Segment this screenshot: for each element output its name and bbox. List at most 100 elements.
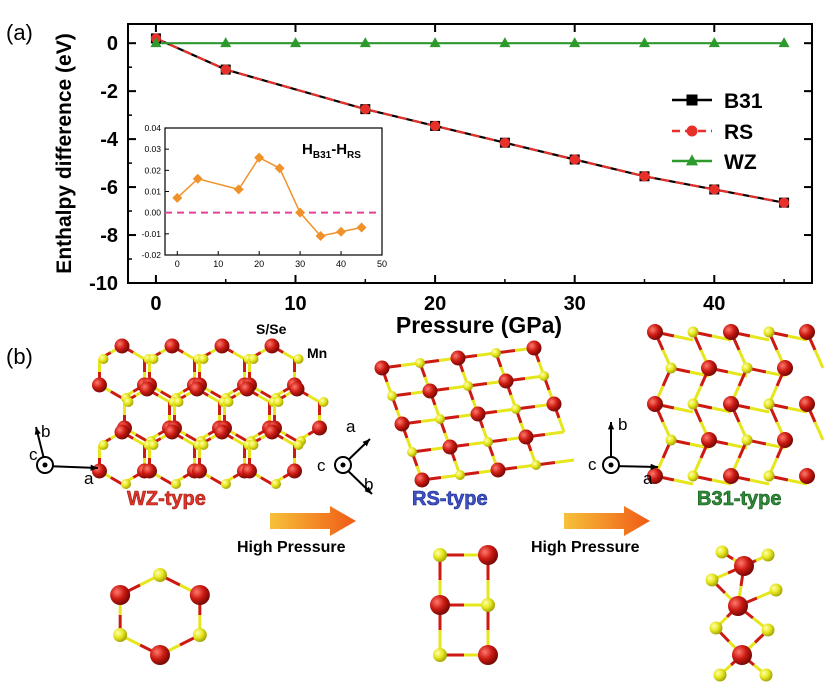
- bond-segment: [749, 406, 770, 414]
- inset-title-part: -H: [331, 141, 347, 158]
- s-atom: [481, 598, 495, 612]
- inset-frame: [164, 127, 383, 256]
- s-atom: [769, 583, 783, 597]
- s-atom: [483, 437, 493, 447]
- s-atom: [415, 358, 425, 368]
- main-chart: 0 10 20 30 40 0 -2 -4 -6 -8 -10 Pressure (GPa) Entha…: [53, 23, 813, 338]
- bond-segment: [749, 334, 770, 342]
- inset-y-tick-label: 0.03: [144, 144, 161, 154]
- wz-axis-c-circle-dot: [42, 462, 48, 468]
- mn-atom: [287, 463, 303, 479]
- y-tick-label: -10: [89, 273, 118, 295]
- bond-segment: [207, 394, 221, 404]
- s-atom: [98, 440, 109, 450]
- mn-atom: [734, 556, 754, 576]
- wz-axis-b-arrow-head: [34, 427, 41, 435]
- axis-letter-rs-c: c: [317, 456, 326, 475]
- data-point-rs: [709, 184, 720, 195]
- bond-segment: [209, 476, 223, 486]
- s-atom: [293, 354, 304, 364]
- bond-segment: [749, 478, 770, 486]
- data-point-rs: [779, 197, 790, 208]
- data-point-rs: [360, 104, 371, 115]
- s-atom: [198, 354, 209, 364]
- mn-atom: [430, 595, 450, 615]
- y-axis-label: Enthalpy difference (eV): [53, 33, 76, 273]
- y-tick-label: -2: [100, 81, 118, 103]
- s-atom: [318, 397, 329, 407]
- mn-atom: [799, 468, 815, 484]
- data-point-wz: [638, 37, 650, 48]
- legend-marker-rs: [686, 125, 698, 137]
- s-atom: [433, 648, 447, 662]
- mn-atom: [141, 463, 157, 479]
- mn-atom: [150, 645, 170, 665]
- bond-segment: [157, 394, 171, 404]
- phase-label-wz: WZ-type: [127, 488, 206, 510]
- inset-title-subscript: B31: [313, 150, 332, 161]
- axis-letter-rs-a: a: [346, 417, 356, 436]
- s-atom: [463, 381, 473, 391]
- mn-atom: [374, 360, 390, 376]
- transition-label-1: High Pressure: [237, 539, 346, 556]
- s-atom: [433, 548, 447, 562]
- s-atom: [148, 440, 159, 450]
- s-atom: [123, 397, 134, 407]
- s-atom: [713, 668, 727, 682]
- mn-atom: [214, 338, 230, 354]
- mn-atom: [264, 424, 280, 440]
- legend-label-wz: WZ: [724, 151, 757, 174]
- transition-arrow-2: [564, 506, 650, 536]
- mn-atom: [518, 429, 534, 445]
- s-atom: [148, 354, 159, 364]
- mn-atom: [214, 424, 230, 440]
- s-atom: [741, 362, 753, 374]
- data-point-rs: [430, 120, 441, 131]
- mn-atom: [414, 472, 430, 488]
- axis-letter-b31-c: c: [588, 455, 597, 474]
- s-atom: [763, 326, 775, 338]
- s-atom: [687, 398, 699, 410]
- legend-label-rs: RS: [724, 121, 753, 144]
- transition-label-2: High Pressure: [531, 539, 640, 556]
- inset-y-tick-label: 0.04: [144, 123, 161, 133]
- bond-segment: [554, 458, 575, 464]
- axis-letter-wz-a: a: [84, 469, 94, 488]
- mn-atom: [394, 416, 410, 432]
- crystal-structures: [34, 324, 825, 682]
- mn-atom: [422, 383, 438, 399]
- s-atom: [223, 397, 234, 407]
- mn-atom: [546, 396, 562, 412]
- bond-segment: [544, 430, 565, 436]
- inset-x-tick-label: 30: [295, 259, 305, 269]
- mn-atom: [647, 468, 663, 484]
- mn-atom: [191, 463, 207, 479]
- s-atom: [715, 545, 729, 559]
- inset-x-tick-label: 50: [377, 259, 387, 269]
- mn-atom: [478, 545, 498, 565]
- s-atom: [531, 460, 541, 470]
- inset-y-tick-label: -0.01: [142, 229, 162, 239]
- data-point-wz: [429, 37, 441, 48]
- inset-data-point: [274, 163, 285, 174]
- inset-chart: 0 10 20 30 40 50 0.04 0.03 0.02 0.01 0.00 -0.01 -0.0…: [142, 123, 387, 269]
- mn-atom: [442, 439, 458, 455]
- bond-segment: [673, 406, 694, 414]
- s-atom: [761, 548, 775, 562]
- data-point-wz: [569, 37, 581, 48]
- mn-atom: [777, 360, 793, 376]
- data-point-rs: [499, 137, 510, 148]
- x-axis-label: Pressure (GPa): [396, 312, 562, 338]
- rs-axis-c-circle-dot: [340, 462, 346, 468]
- mn-atom: [189, 381, 205, 397]
- data-point-wz: [708, 37, 720, 48]
- phase-label-b31: B31-type: [697, 488, 781, 510]
- inset-y-tick-label: 0.02: [144, 165, 161, 175]
- inset-data-point: [233, 184, 244, 195]
- inset-title: HB31-HRS: [302, 141, 361, 161]
- bond-segment: [132, 437, 146, 447]
- s-atom: [761, 623, 775, 637]
- data-point-wz: [778, 37, 790, 48]
- bond-segment: [257, 394, 271, 404]
